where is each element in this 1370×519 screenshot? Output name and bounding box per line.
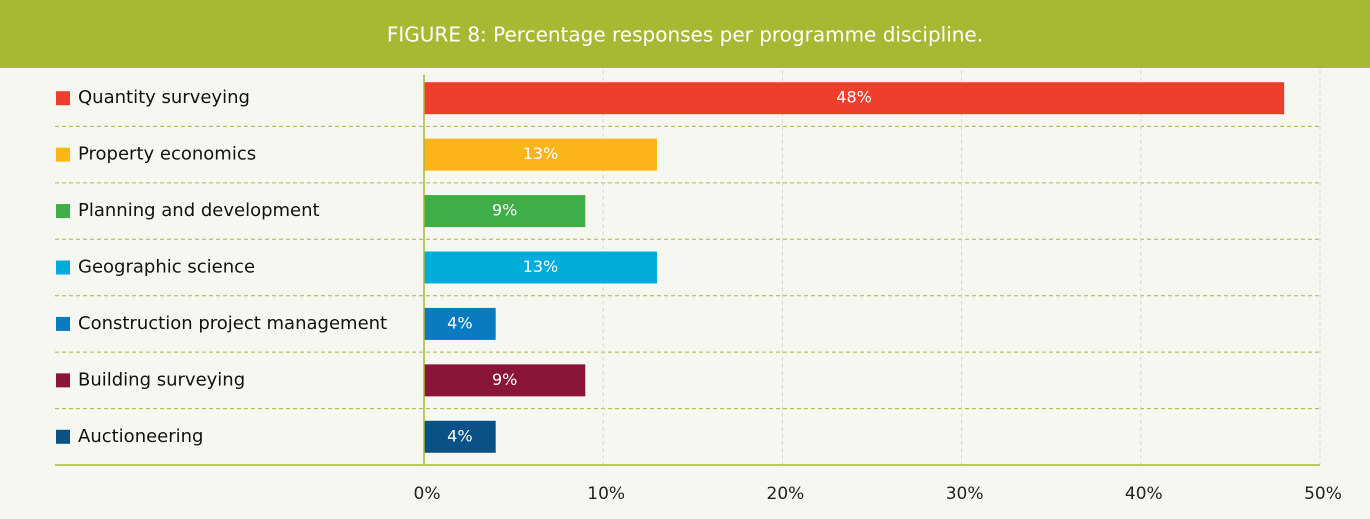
bar bbox=[424, 364, 586, 397]
bar bbox=[424, 251, 657, 284]
x-tick-label: 30% bbox=[946, 484, 984, 504]
bar bbox=[424, 420, 496, 453]
legend-swatch bbox=[56, 260, 70, 275]
category-label: Construction project management bbox=[78, 313, 387, 334]
legend-swatch bbox=[56, 373, 70, 388]
legend-swatch bbox=[56, 429, 70, 444]
category-label: Auctioneering bbox=[78, 426, 203, 447]
category-label: Planning and development bbox=[78, 200, 320, 221]
value-label: 48% bbox=[836, 88, 872, 107]
x-tick-label: 0% bbox=[414, 484, 441, 504]
bar bbox=[424, 138, 657, 171]
value-label: 4% bbox=[447, 313, 472, 332]
category-label: Quantity surveying bbox=[78, 87, 250, 108]
legend-swatch bbox=[56, 91, 70, 106]
value-label: 9% bbox=[492, 370, 517, 389]
value-label: 9% bbox=[492, 201, 517, 220]
legend-swatch bbox=[56, 147, 70, 162]
category-label: Property economics bbox=[78, 144, 256, 165]
category-label: Geographic science bbox=[78, 257, 255, 278]
x-tick-label: 50% bbox=[1304, 484, 1342, 504]
legend-swatch bbox=[56, 316, 70, 331]
bar bbox=[424, 82, 1285, 115]
x-tick-label: 40% bbox=[1125, 484, 1163, 504]
value-label: 4% bbox=[447, 426, 472, 445]
bar bbox=[424, 195, 586, 228]
x-tick-label: 20% bbox=[767, 484, 805, 504]
x-tick-label: 10% bbox=[587, 484, 625, 504]
value-label: 13% bbox=[523, 144, 559, 163]
bar bbox=[424, 307, 496, 340]
legend-swatch bbox=[56, 204, 70, 219]
value-label: 13% bbox=[523, 257, 559, 276]
header-band bbox=[0, 0, 1370, 68]
chart-title: FIGURE 8: Percentage responses per progr… bbox=[387, 23, 983, 47]
category-label: Building surveying bbox=[78, 369, 245, 390]
